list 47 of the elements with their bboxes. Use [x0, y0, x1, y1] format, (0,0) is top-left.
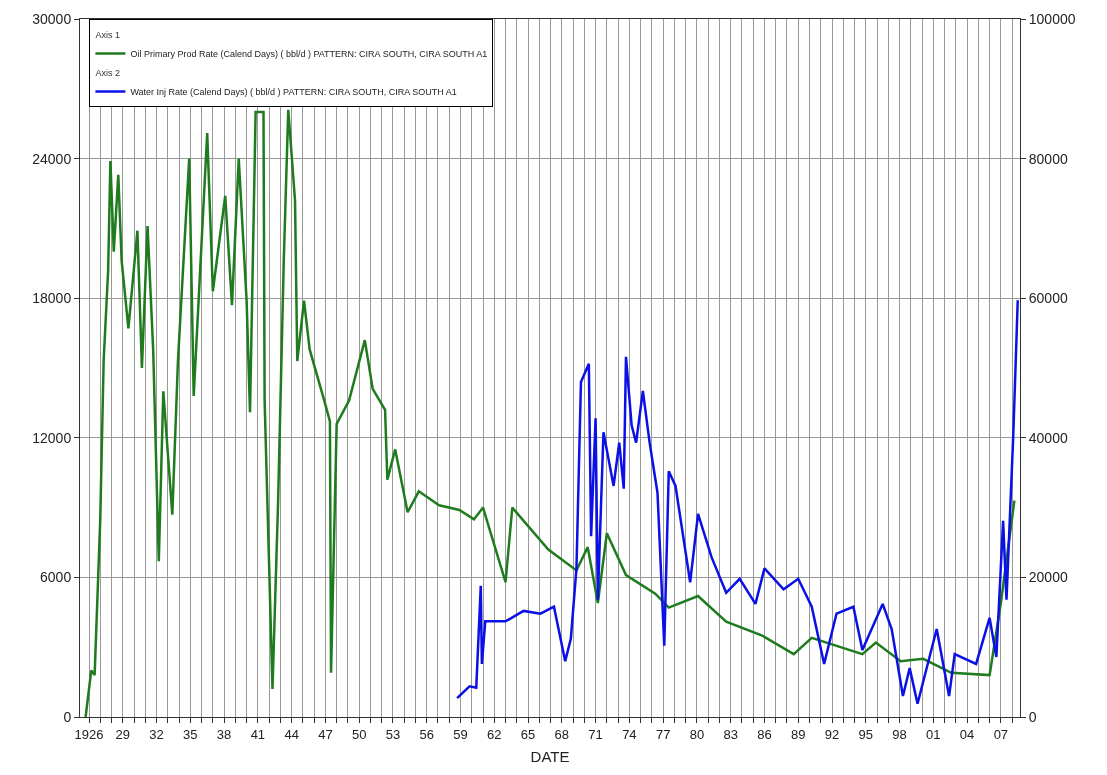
x-tick-label: 38: [216, 726, 232, 742]
y-tick-label: 12000: [32, 429, 72, 446]
x-tick-label: 50: [351, 726, 367, 742]
line-series: [84, 108, 1016, 717]
x-tick-label: 44: [284, 726, 299, 742]
x-tick-label: 80: [689, 726, 705, 742]
x-tick-label: 71: [588, 726, 603, 742]
x-tick-label: 74: [622, 726, 637, 742]
legend-label: Oil Primary Prod Rate (Calend Days) ( bbl/d ) PATTERN: CIRA SOUTH, CIRA SOUTH A1: [130, 49, 488, 60]
x-tick-label: 86: [757, 726, 772, 742]
x-tick-label: 32: [149, 726, 164, 742]
x-tick-label: 1926: [74, 726, 104, 742]
legend-label: Water Inj Rate (Calend Days) ( bbl/d ) PATTERN: CIRA SOUTH, CIRA SOUTH A1: [130, 87, 457, 98]
x-tick-label: 68: [554, 726, 570, 742]
x-tick-label: 62: [487, 726, 502, 742]
y-tick-label: 18000: [32, 290, 72, 307]
x-tick-label: 83: [723, 726, 738, 742]
y-tick-label: 0: [63, 708, 72, 725]
x-tick-label: 59: [453, 726, 468, 742]
x-tick-label: 07: [993, 726, 1009, 742]
line-series: [455, 299, 1019, 705]
y2-tick-label: 20000: [1028, 569, 1068, 586]
x-tick-label: 56: [419, 726, 434, 742]
x-tick-label: 65: [520, 726, 536, 742]
x-tick-label: 47: [318, 726, 333, 742]
annotation: Axis 1: [95, 30, 120, 41]
y-tick-label: 24000: [32, 150, 72, 167]
x-tick-label: 95: [858, 726, 873, 742]
x-tick-label: 04: [959, 726, 975, 742]
x-tick-label: 53: [385, 726, 401, 742]
x-tick-label: 41: [250, 726, 266, 742]
y2-tick-label: 60000: [1028, 290, 1068, 307]
y2-tick-label: 100000: [1028, 10, 1076, 27]
x-tick-label: 98: [892, 726, 907, 742]
annotation: Axis 2: [95, 68, 120, 79]
y-tick-label: 6000: [40, 569, 72, 586]
x-axis-title: DATE: [530, 747, 570, 765]
x-tick-label: 35: [183, 726, 198, 742]
y2-tick-label: 40000: [1028, 429, 1068, 446]
y2-tick-label: 0: [1028, 708, 1037, 725]
x-tick-label: 89: [791, 726, 806, 742]
x-tick-label: 29: [115, 726, 131, 742]
y2-tick-label: 80000: [1028, 150, 1068, 167]
y-tick-label: 30000: [32, 10, 72, 27]
x-tick-label: 77: [655, 726, 671, 742]
x-tick-label: 01: [926, 726, 941, 742]
x-tick-label: 92: [824, 726, 840, 742]
